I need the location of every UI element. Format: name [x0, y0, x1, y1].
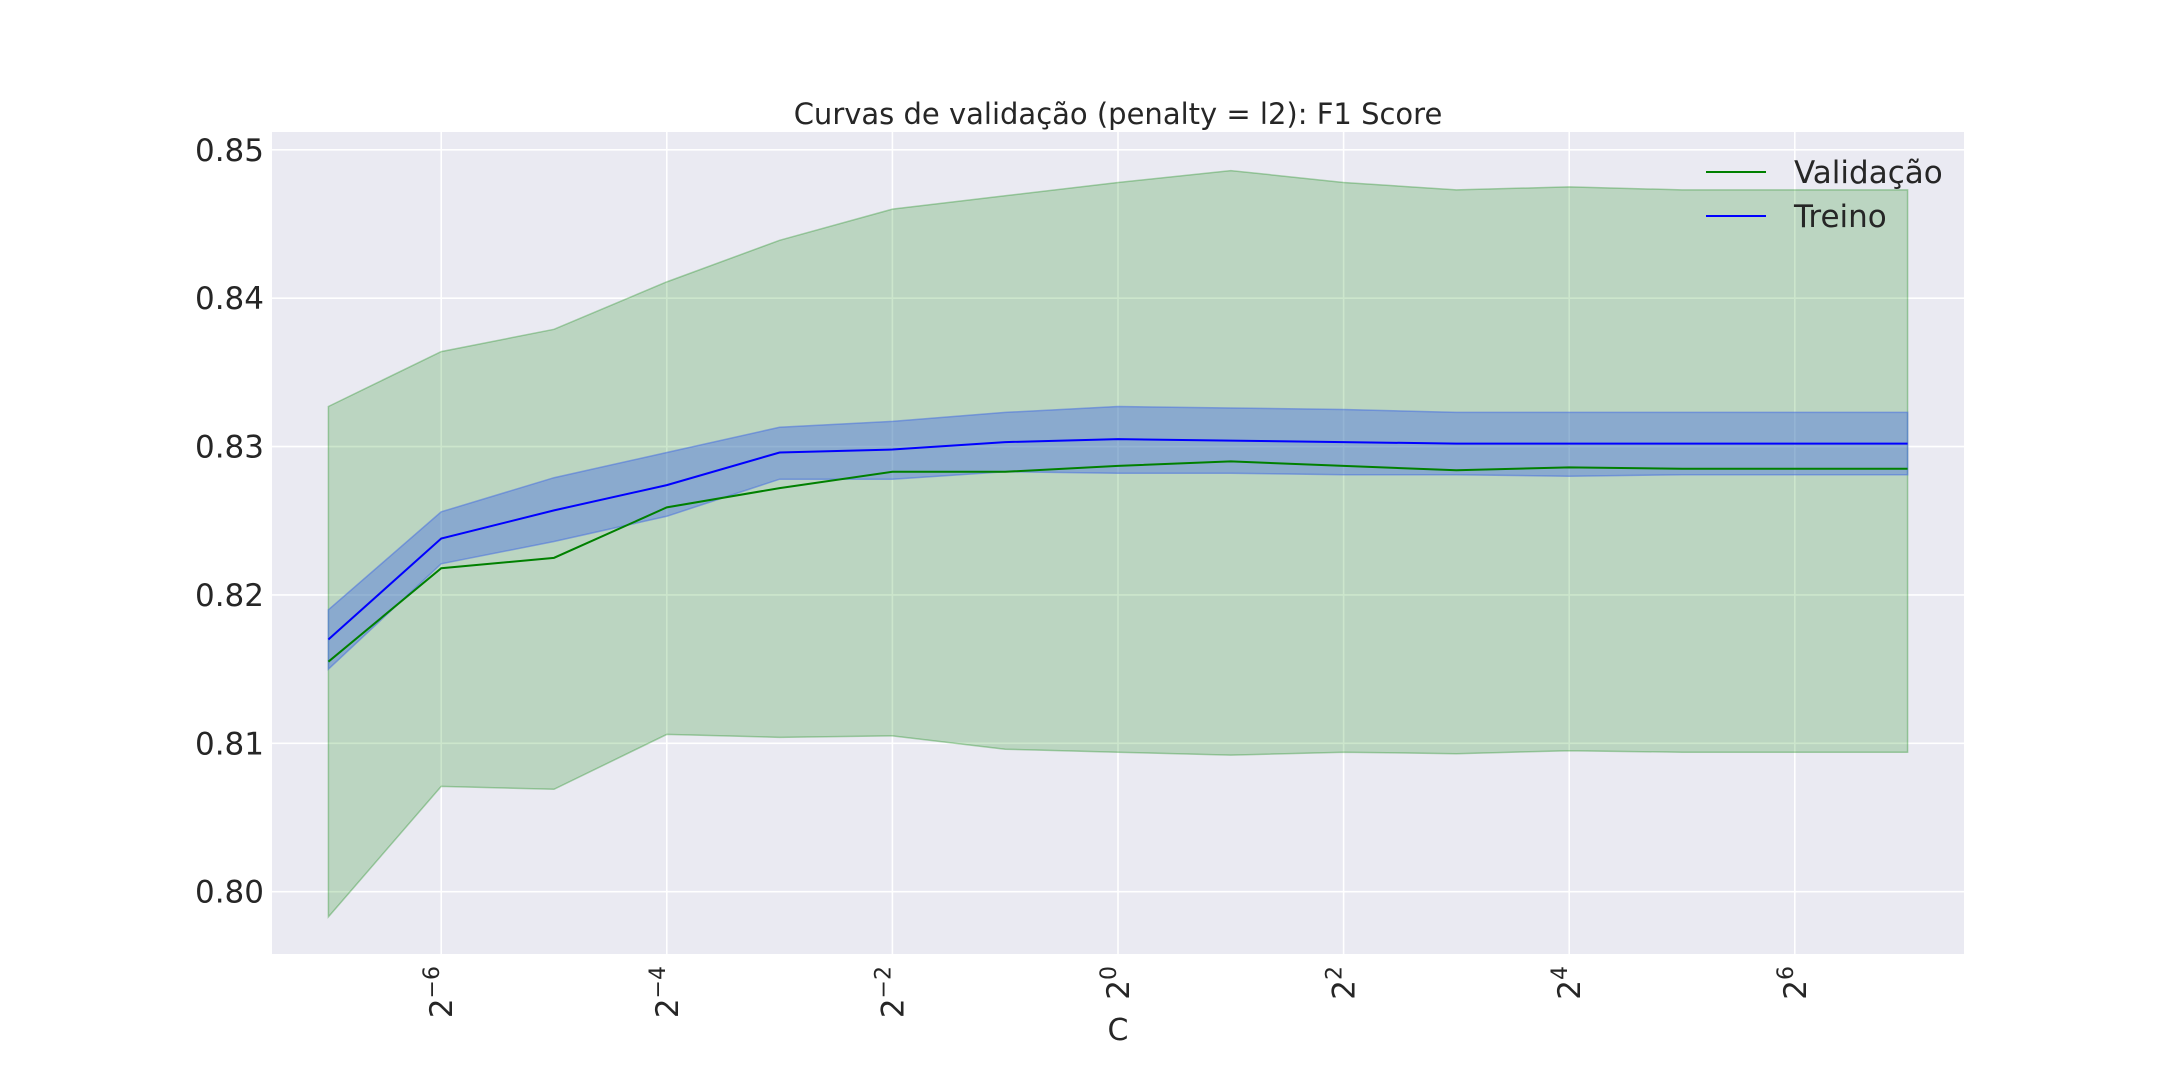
- y-tick-label: 0.85: [195, 133, 264, 169]
- y-tick-label: 0.84: [195, 281, 264, 317]
- y-tick-label: 0.81: [195, 726, 264, 762]
- series-line-train: [327, 438, 1908, 641]
- x-tick-labels: 2−6 2−4 2−2 20 22 24 26: [420, 966, 1814, 1018]
- chart-title: Curvas de validação (penalty = l2): F1 S…: [794, 97, 1443, 131]
- x-tick-label: 26: [1774, 966, 1814, 1000]
- x-tick-label: 24: [1548, 966, 1588, 1000]
- confidence-bands: [327, 169, 1909, 919]
- band-train: [327, 405, 1909, 671]
- x-tick-label: 22: [1323, 966, 1363, 1000]
- band-validation: [327, 169, 1909, 919]
- x-tick-label: 2−2: [871, 966, 911, 1018]
- x-tick-label: 20: [1097, 966, 1137, 1000]
- y-tick-label: 0.82: [195, 578, 264, 614]
- x-tick-label: 2−6: [420, 966, 460, 1018]
- series-lines: [327, 438, 1908, 663]
- legend: Validação Treino: [1706, 155, 1943, 235]
- y-tick-label: 0.80: [195, 875, 264, 911]
- y-tick-label: 0.83: [195, 430, 264, 466]
- x-tick-label: 2−4: [646, 966, 686, 1018]
- x-axis-label: C: [1108, 1013, 1129, 1048]
- legend-label: Validação: [1794, 155, 1943, 191]
- series-line-validation: [327, 460, 1908, 663]
- legend-label: Treino: [1793, 199, 1887, 235]
- grid: [272, 132, 1964, 954]
- y-tick-labels: 0.80 0.81 0.82 0.83 0.84 0.85: [195, 133, 264, 911]
